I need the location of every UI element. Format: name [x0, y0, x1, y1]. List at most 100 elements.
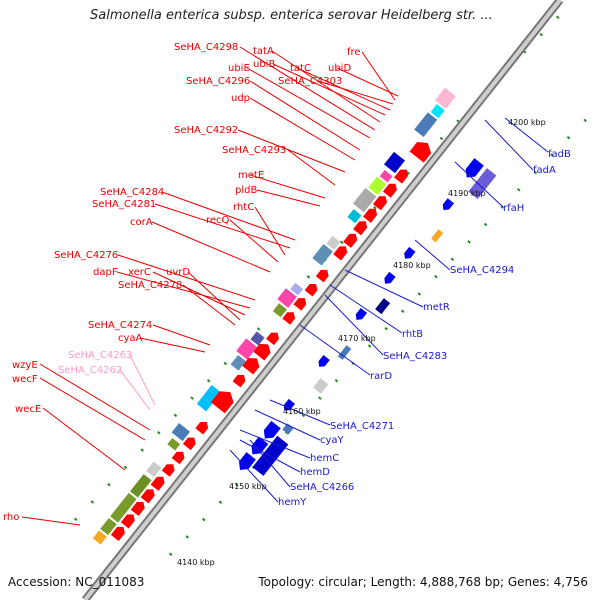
gene-label[interactable]: ubiD: [328, 63, 351, 74]
gene-label[interactable]: SeHA_C4274: [88, 320, 152, 331]
gene-label[interactable]: corA: [130, 217, 153, 228]
gene-label[interactable]: wzyE: [12, 360, 38, 371]
gene-arrow: [266, 332, 279, 346]
gene-label[interactable]: recQ: [206, 215, 230, 226]
leader-line: [299, 324, 371, 376]
gene-label[interactable]: cyaA: [118, 333, 143, 344]
gene-block: [379, 169, 393, 183]
gene-label[interactable]: dapF: [93, 267, 118, 278]
gene-label[interactable]: hemY: [278, 497, 307, 508]
gene-label[interactable]: metE: [238, 170, 264, 181]
gene-arrow: [304, 284, 318, 297]
gene-label[interactable]: tatA: [253, 46, 274, 57]
gene-block: [110, 492, 137, 523]
gene-label[interactable]: SeHA_C4271: [330, 421, 394, 432]
gene-label[interactable]: cyaY: [320, 435, 345, 446]
leader-line: [151, 221, 271, 273]
gene-block: [250, 331, 265, 346]
gene-label[interactable]: SeHA_C4281: [92, 199, 156, 210]
genome-summary-text: Topology: circular; Length: 4,888,768 bp…: [258, 575, 588, 589]
gene-arrow: [239, 452, 256, 470]
gene-block: [196, 385, 222, 412]
gene-label[interactable]: SeHA_C4266: [290, 482, 354, 493]
accession-text: Accession: NC_011083: [8, 575, 145, 589]
gene-block: [326, 235, 341, 250]
leader-line: [39, 363, 151, 431]
leader-line: [139, 337, 206, 353]
reverse-gene-labels: fadB fadA rfaH SeHA_C4294 metR rhtB SeHA…: [278, 149, 571, 508]
gene-label[interactable]: rho: [3, 512, 19, 523]
leader-line: [504, 117, 549, 153]
gene-arrow: [382, 183, 397, 198]
gene-label[interactable]: rfaH: [503, 203, 524, 214]
gene-label[interactable]: xerC: [128, 267, 151, 278]
gene-label[interactable]: SeHA_C4263: [68, 350, 132, 361]
leader-line: [116, 271, 251, 309]
gene-label[interactable]: rarD: [370, 371, 392, 382]
gene-block: [236, 338, 258, 360]
leader-line: [229, 449, 279, 503]
gene-arrow: [283, 398, 295, 411]
gene-block: [171, 422, 191, 442]
gene-block: [352, 187, 377, 213]
leader-line: [161, 191, 296, 241]
gene-label[interactable]: tatC: [290, 63, 311, 74]
gene-label[interactable]: hemD: [300, 467, 330, 478]
gene-arrow: [333, 246, 348, 261]
gene-label[interactable]: pldB: [235, 185, 257, 196]
gene-label[interactable]: SeHA_C4284: [100, 187, 164, 198]
gene-label[interactable]: SeHA_C4303: [278, 76, 342, 87]
gene-label[interactable]: SeHA_C4294: [450, 265, 514, 276]
gene-label[interactable]: fadA: [533, 165, 556, 176]
gene-block: [368, 176, 387, 196]
gene-label[interactable]: SeHA_C4292: [174, 125, 238, 136]
gene-arrow: [182, 437, 196, 451]
gene-label[interactable]: SeHA_C4293: [222, 145, 286, 156]
gene-block: [167, 438, 181, 451]
leader-line: [154, 203, 291, 249]
gene-label[interactable]: udp: [231, 93, 250, 104]
forward-leader-lines: [21, 46, 399, 526]
gene-block: [313, 378, 329, 394]
gene-label[interactable]: SeHA_C4276: [54, 250, 118, 261]
gene-label[interactable]: wecE: [15, 404, 41, 415]
leader-line: [256, 189, 321, 207]
leader-line: [249, 174, 326, 199]
gene-arrow: [353, 221, 368, 236]
leader-line: [42, 407, 126, 471]
backbone: [83, 0, 562, 600]
forward-gene-labels: SeHA_C4298 tatA ubiB fre ubiE tatC ubiD …: [3, 42, 361, 523]
gene-label[interactable]: SeHA_C4298: [174, 42, 238, 53]
gene-label[interactable]: metR: [423, 302, 450, 313]
leader-line: [329, 284, 403, 334]
gene-label[interactable]: wecF: [12, 374, 38, 385]
gene-label[interactable]: SeHA_C4262: [58, 365, 122, 376]
gene-arrow: [120, 514, 135, 529]
leader-line: [117, 254, 256, 301]
gene-label[interactable]: hemC: [310, 453, 339, 464]
gene-label[interactable]: rhtB: [402, 329, 423, 340]
gene-label[interactable]: ubiE: [228, 63, 250, 74]
map-title: Salmonella enterica subsp. enterica sero…: [90, 8, 493, 23]
gene-label[interactable]: fadB: [548, 149, 571, 160]
gene-block: [92, 530, 107, 545]
gene-label[interactable]: fre: [347, 47, 361, 58]
gene-arrow: [363, 208, 378, 223]
gene-label[interactable]: ubiB: [253, 59, 275, 70]
gene-label[interactable]: SeHA_C4283: [383, 351, 447, 362]
leader-line: [269, 399, 331, 426]
reverse-gene-arrows: [239, 158, 484, 470]
gene-label[interactable]: SeHA_C4278: [118, 280, 182, 291]
gene-arrow: [110, 526, 125, 542]
gene-arrow: [442, 198, 454, 211]
gene-label[interactable]: SeHA_C4296: [186, 76, 250, 87]
gene-label[interactable]: rhtC: [233, 202, 254, 213]
kbp-tick-4170: 4170 kbp: [338, 334, 376, 343]
leader-line: [272, 63, 386, 116]
gene-block: [272, 303, 287, 318]
leader-line: [254, 409, 321, 441]
gene-arrow: [130, 501, 145, 516]
gene-label[interactable]: uvrD: [166, 267, 190, 278]
leader-line: [152, 271, 246, 316]
leader-line: [246, 67, 371, 139]
